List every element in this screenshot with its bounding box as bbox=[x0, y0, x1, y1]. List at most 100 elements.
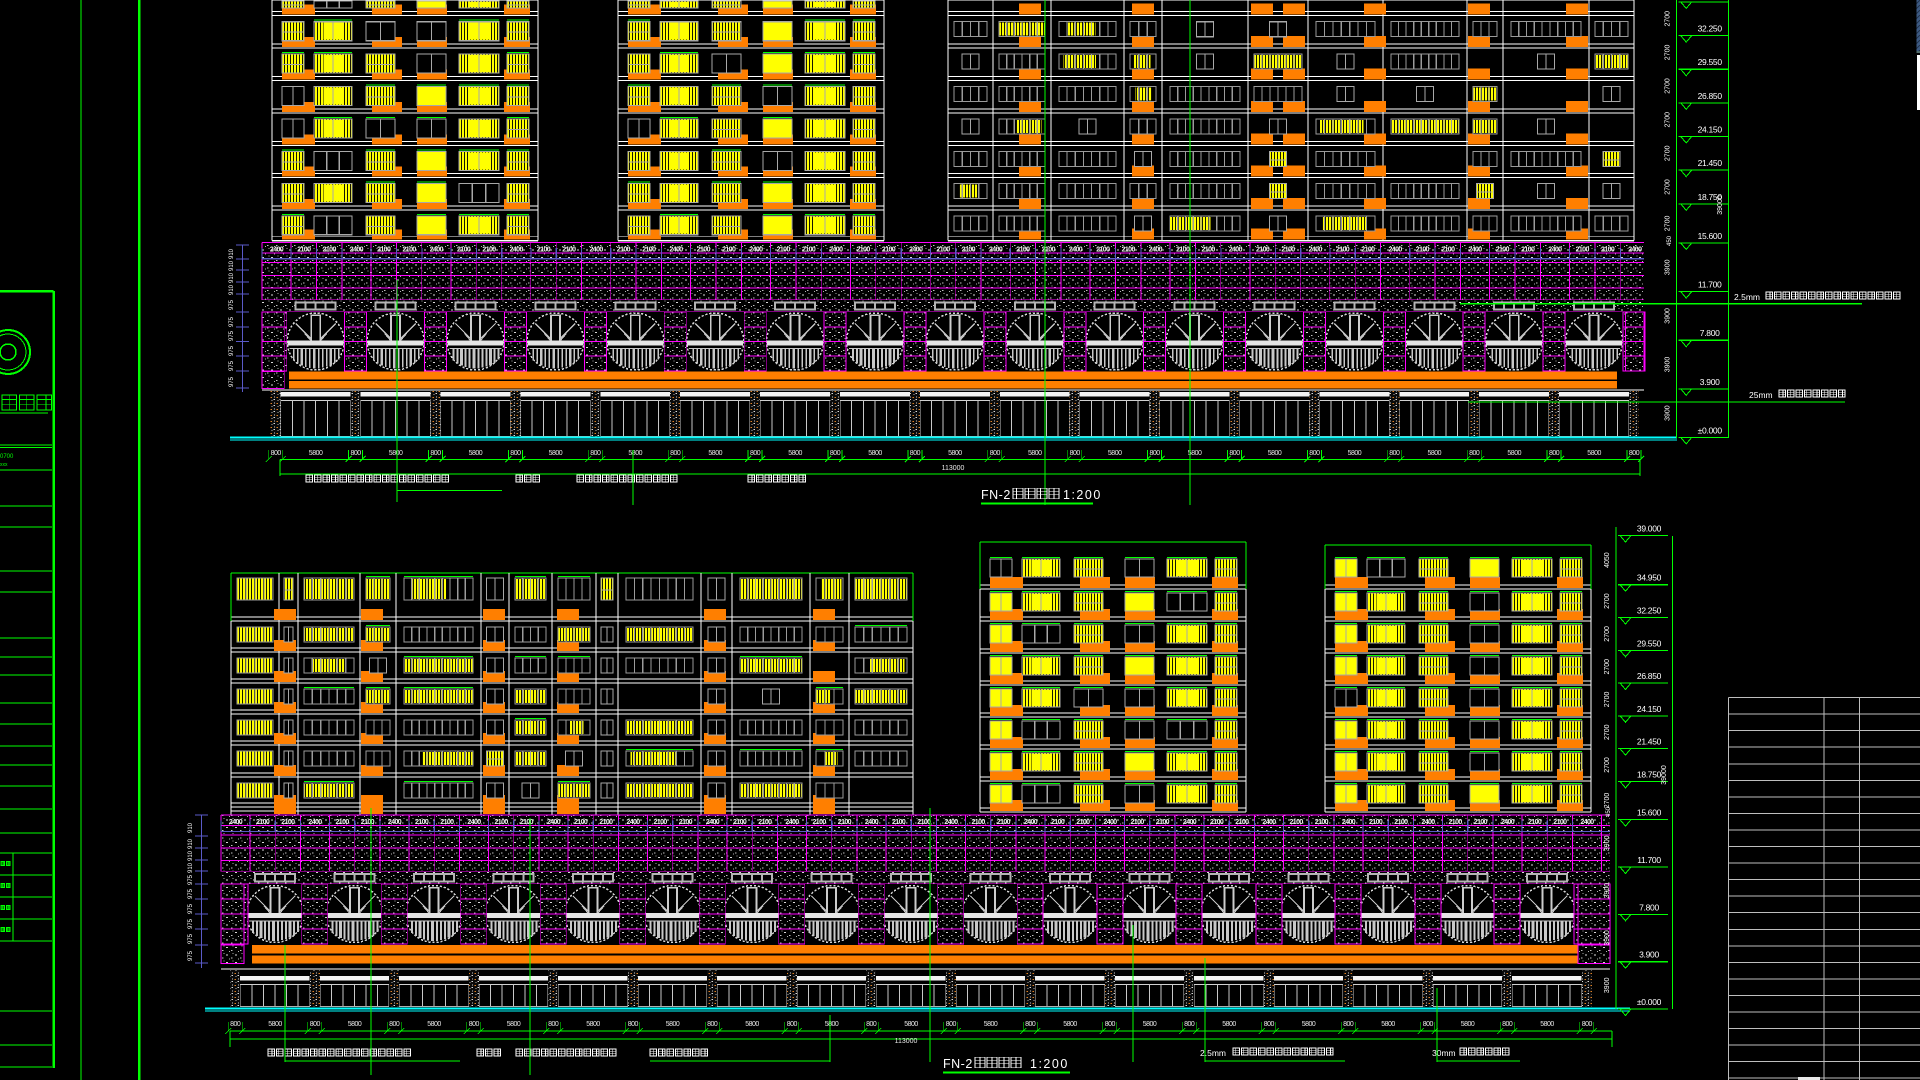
svg-text:2100: 2100 bbox=[1441, 247, 1455, 254]
svg-text:2100: 2100 bbox=[1051, 819, 1065, 826]
svg-text:2100: 2100 bbox=[336, 819, 350, 826]
svg-text:2400: 2400 bbox=[829, 247, 843, 254]
svg-text:800: 800 bbox=[1070, 450, 1081, 457]
svg-text:11.700: 11.700 bbox=[1637, 855, 1661, 865]
svg-text:5800: 5800 bbox=[984, 1021, 998, 1028]
svg-text:26.850: 26.850 bbox=[1698, 91, 1723, 101]
svg-text:2400: 2400 bbox=[865, 819, 879, 826]
svg-text:2100: 2100 bbox=[377, 247, 391, 254]
svg-text:2400: 2400 bbox=[1468, 247, 1482, 254]
svg-text:0700: 0700 bbox=[0, 454, 14, 460]
svg-text:5800: 5800 bbox=[628, 450, 642, 457]
svg-text:800: 800 bbox=[1629, 450, 1640, 457]
svg-text:5800: 5800 bbox=[507, 1021, 521, 1028]
svg-text:5800: 5800 bbox=[1302, 1021, 1316, 1028]
svg-text:2100: 2100 bbox=[838, 819, 852, 826]
svg-text:800: 800 bbox=[1469, 450, 1480, 457]
svg-text:39.000: 39.000 bbox=[1637, 524, 1662, 534]
svg-text:2400: 2400 bbox=[467, 819, 481, 826]
svg-text:2100: 2100 bbox=[857, 247, 871, 254]
svg-text:800: 800 bbox=[351, 450, 362, 457]
svg-text:2100: 2100 bbox=[1394, 819, 1408, 826]
svg-text:2400: 2400 bbox=[388, 819, 402, 826]
svg-text:2100: 2100 bbox=[440, 819, 454, 826]
svg-text:975: 975 bbox=[229, 330, 235, 341]
svg-text:800: 800 bbox=[946, 1021, 957, 1028]
svg-text:29.550: 29.550 bbox=[1637, 638, 1662, 648]
svg-text:2700: 2700 bbox=[1665, 216, 1672, 232]
svg-text:2400: 2400 bbox=[626, 819, 640, 826]
svg-text:800: 800 bbox=[469, 1021, 480, 1028]
svg-text:2400: 2400 bbox=[989, 247, 1003, 254]
svg-text:2400: 2400 bbox=[547, 819, 561, 826]
svg-text:2100: 2100 bbox=[403, 247, 417, 254]
svg-text:2100: 2100 bbox=[697, 247, 711, 254]
svg-text:2700: 2700 bbox=[1665, 112, 1672, 128]
svg-text:800: 800 bbox=[1184, 1021, 1195, 1028]
svg-text:2100: 2100 bbox=[917, 819, 931, 826]
svg-text:FN-2: FN-2 bbox=[943, 1057, 973, 1071]
svg-text:2700: 2700 bbox=[1604, 724, 1611, 740]
svg-text:2.5mm: 2.5mm bbox=[1200, 1048, 1226, 1058]
svg-text:5800: 5800 bbox=[868, 450, 882, 457]
svg-text:2100: 2100 bbox=[457, 247, 471, 254]
svg-text:FN-2: FN-2 bbox=[981, 488, 1011, 502]
svg-text:2100: 2100 bbox=[1474, 819, 1488, 826]
svg-text:2100: 2100 bbox=[520, 819, 534, 826]
svg-text:2100: 2100 bbox=[1122, 247, 1136, 254]
svg-text:2100: 2100 bbox=[562, 247, 576, 254]
svg-text:2400: 2400 bbox=[1069, 247, 1083, 254]
svg-text:2100: 2100 bbox=[802, 247, 816, 254]
svg-text:975: 975 bbox=[229, 360, 235, 371]
svg-text:2700: 2700 bbox=[1604, 793, 1611, 809]
svg-text:2400: 2400 bbox=[350, 247, 364, 254]
svg-text:30mm: 30mm bbox=[1432, 1048, 1456, 1058]
svg-text:800: 800 bbox=[1309, 450, 1320, 457]
svg-text:24.150: 24.150 bbox=[1637, 704, 1662, 714]
svg-text:3900: 3900 bbox=[1604, 930, 1611, 946]
svg-text:2100: 2100 bbox=[1521, 247, 1535, 254]
svg-text:2100: 2100 bbox=[972, 819, 986, 826]
svg-text:450: 450 bbox=[1606, 806, 1612, 817]
svg-text:800: 800 bbox=[510, 450, 521, 457]
svg-text:3.900: 3.900 bbox=[1639, 950, 1659, 960]
svg-text:2400: 2400 bbox=[1024, 819, 1038, 826]
svg-text:800: 800 bbox=[866, 1021, 877, 1028]
svg-text:2100: 2100 bbox=[617, 247, 631, 254]
svg-text:5800: 5800 bbox=[788, 450, 802, 457]
svg-text:5800: 5800 bbox=[309, 450, 323, 457]
svg-text:2400: 2400 bbox=[1421, 819, 1435, 826]
svg-text:800: 800 bbox=[230, 1021, 241, 1028]
svg-text:2100: 2100 bbox=[482, 247, 496, 254]
svg-text:2100: 2100 bbox=[1176, 247, 1190, 254]
svg-text:2700: 2700 bbox=[1665, 145, 1672, 161]
svg-text:2400: 2400 bbox=[1501, 819, 1515, 826]
svg-text:2100: 2100 bbox=[1553, 819, 1567, 826]
svg-text:5800: 5800 bbox=[745, 1021, 759, 1028]
svg-text:800: 800 bbox=[910, 450, 921, 457]
svg-text:2400: 2400 bbox=[1548, 247, 1562, 254]
svg-text:3900: 3900 bbox=[1665, 259, 1672, 275]
svg-text:1:200: 1:200 bbox=[1063, 488, 1102, 502]
svg-text:2100: 2100 bbox=[415, 819, 429, 826]
svg-text:5800: 5800 bbox=[549, 450, 563, 457]
svg-text:5800: 5800 bbox=[948, 450, 962, 457]
svg-text:975: 975 bbox=[188, 950, 194, 961]
svg-text:910: 910 bbox=[229, 284, 235, 295]
svg-text:5800: 5800 bbox=[904, 1021, 918, 1028]
svg-text:2100: 2100 bbox=[1601, 247, 1615, 254]
svg-text:2100: 2100 bbox=[1528, 819, 1542, 826]
svg-text:5800: 5800 bbox=[825, 1021, 839, 1028]
svg-text:2100: 2100 bbox=[813, 819, 827, 826]
svg-text:39000: 39000 bbox=[1717, 195, 1724, 215]
svg-text:975: 975 bbox=[188, 888, 194, 899]
svg-text:18.750: 18.750 bbox=[1698, 192, 1723, 202]
svg-text:2100: 2100 bbox=[1131, 819, 1145, 826]
svg-text:5800: 5800 bbox=[1188, 450, 1202, 457]
svg-text:910: 910 bbox=[229, 248, 235, 259]
svg-text:3900: 3900 bbox=[1665, 405, 1672, 421]
svg-text:800: 800 bbox=[1549, 450, 1560, 457]
svg-text:2100: 2100 bbox=[936, 247, 950, 254]
svg-text:2400: 2400 bbox=[1183, 819, 1197, 826]
svg-text:29.550: 29.550 bbox=[1698, 57, 1723, 67]
